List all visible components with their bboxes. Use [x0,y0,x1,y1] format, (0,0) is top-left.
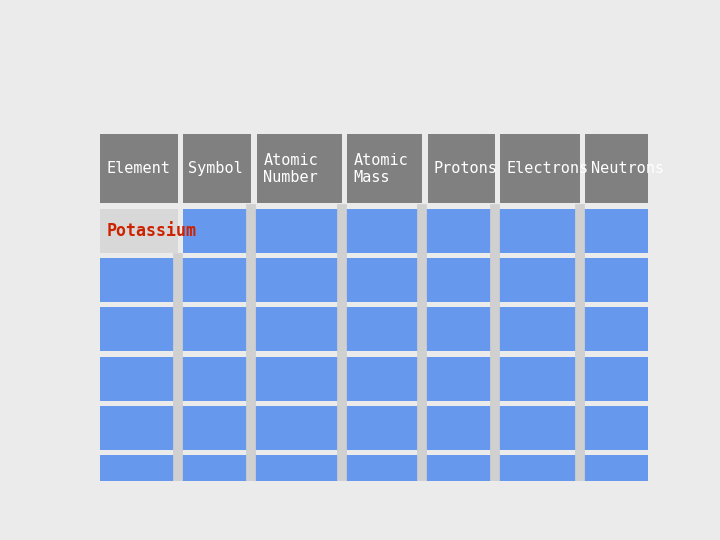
Bar [347,134,423,204]
Bar [660,209,675,253]
Text: Element: Element [107,161,170,176]
Bar [660,455,675,499]
Bar [428,134,495,204]
Bar [183,134,251,204]
Bar [183,209,655,253]
Text: Symbol: Symbol [189,161,243,176]
Text: Atomic
Number: Atomic Number [264,152,318,185]
Bar [256,134,342,204]
Text: Atomic
Mass: Atomic Mass [354,152,408,185]
Bar [100,406,655,450]
Bar [500,134,580,204]
Bar [100,356,655,401]
Bar [100,209,178,253]
Bar [660,356,675,401]
Bar [660,406,675,450]
Bar [585,134,655,204]
Text: Potassium: Potassium [107,222,197,240]
Text: Electrons: Electrons [506,161,588,176]
Bar [660,258,675,302]
Bar [100,258,655,302]
Bar [660,307,675,351]
Bar [100,307,655,351]
Bar [100,455,655,499]
Bar [100,134,178,204]
Text: Protons: Protons [433,161,497,176]
Text: Neutrons: Neutrons [591,161,664,176]
